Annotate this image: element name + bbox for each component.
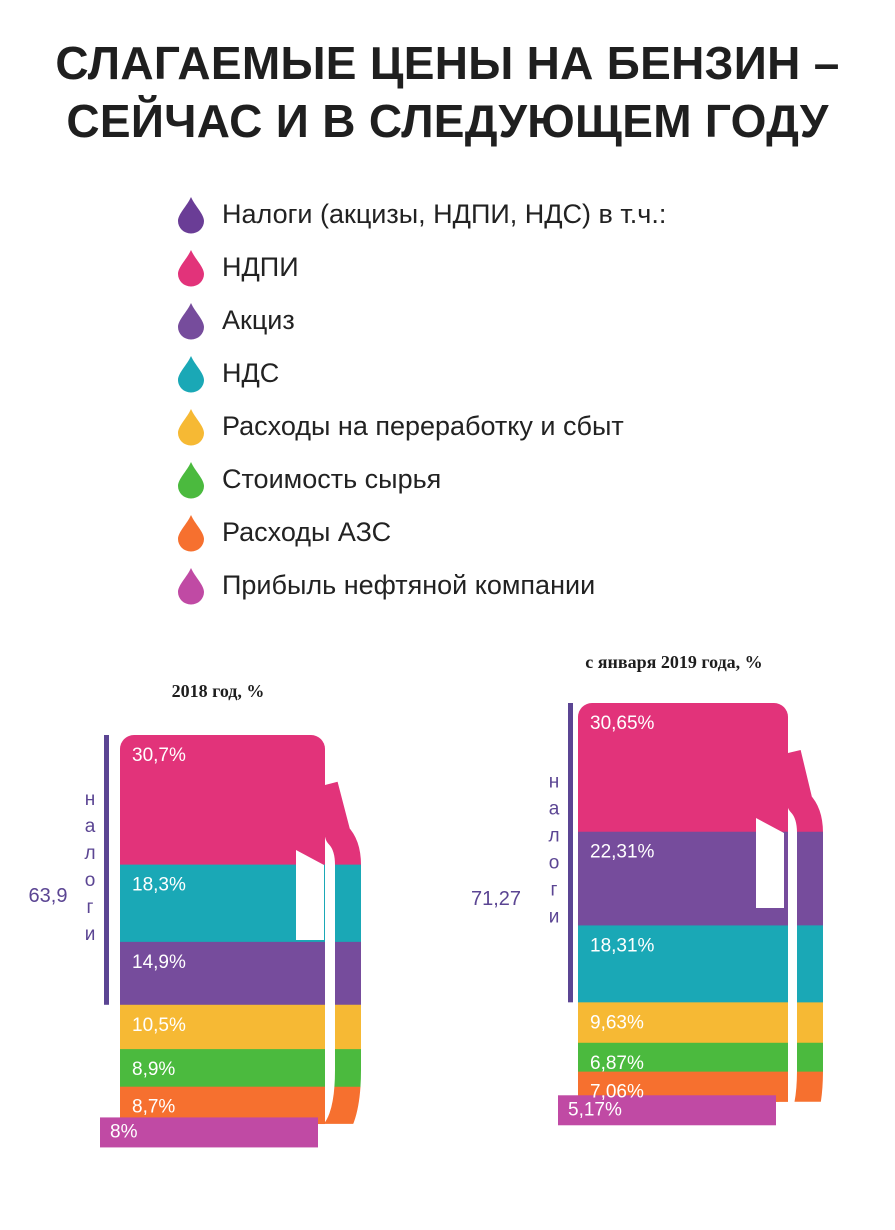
page-title: СЛАГАЕМЫЕ ЦЕНЫ НА БЕНЗИН – СЕЙЧАС И В СЛ… [0, 34, 895, 150]
pump-chart-2019: с января 2019 года, % 30,65% 22,31% 18,31% 9… [471, 652, 823, 1126]
drop-icon [178, 196, 204, 233]
bar-profit [558, 1095, 776, 1126]
bar-raw [578, 1042, 788, 1073]
taxes-bracket [104, 735, 109, 1005]
hose-band-station [290, 1086, 361, 1124]
bar-vat [578, 925, 788, 1003]
value-label-processing: 10,5% [132, 1015, 186, 1036]
nozzle-slot [296, 850, 324, 940]
page-title-line-1: СЛАГАЕМЫЕ ЦЕНЫ НА БЕНЗИН – [55, 37, 840, 89]
legend-item-processing: Расходы на переработку и сбыт [176, 400, 666, 453]
bar-processing [578, 1002, 788, 1044]
nozzle-slot [756, 818, 784, 908]
value-label-processing: 9,63% [590, 1012, 644, 1033]
legend-label: НДС [222, 358, 280, 388]
legend-label: Стоимость сырья [222, 464, 442, 494]
legend-item-profit: Прибыль нефтяной компании [176, 559, 666, 612]
bar-excise [120, 941, 325, 1006]
value-label-ndpi: 30,7% [132, 745, 186, 766]
drop-icon [178, 567, 204, 604]
chart-subtitle: 2018 год, % [172, 681, 265, 701]
pump-chart-2018: 2018 год, % 30,7% 18,3% 14,9% 10,5% 8,9% 8,7% 8… [29, 681, 361, 1148]
legend-label: Акциз [222, 305, 295, 335]
bar-processing [120, 1004, 325, 1050]
drop-icon [178, 249, 204, 286]
value-label-profit: 5,17% [568, 1099, 622, 1120]
value-label-station: 7,06% [590, 1082, 644, 1103]
taxes-bracket [568, 703, 573, 1003]
hose-band-ndpi [312, 781, 361, 866]
legend-label: НДПИ [222, 252, 299, 282]
bar-vat [120, 864, 325, 943]
drop-icon [178, 408, 204, 445]
value-label-raw: 6,87% [590, 1053, 644, 1074]
legend-item-excise: Акциз [176, 294, 666, 347]
drop-icon [178, 514, 204, 551]
legend-label: Расходы АЗС [222, 517, 392, 547]
legend-item-vat: НДС [176, 347, 666, 400]
bar-profit [100, 1117, 318, 1148]
legend-item-raw: Стоимость сырья [176, 453, 666, 506]
chart-subtitle: с января 2019 года, % [585, 652, 762, 672]
legend: Налоги (акцизы, НДПИ, НДС) в т.ч.: НДПИ Ак… [176, 188, 666, 612]
legend-label: Расходы на переработку и сбыт [222, 411, 624, 441]
legend-item-station: Расходы АЗС [176, 506, 666, 559]
legend-label: Прибыль нефтяной компании [222, 570, 596, 600]
value-label-ndpi: 30,65% [590, 713, 655, 734]
bar-raw [120, 1049, 325, 1088]
page-title-line-2: СЕЙЧАС И В СЛЕДУЮЩЕМ ГОДУ [66, 95, 829, 147]
value-label-profit: 8% [110, 1121, 138, 1142]
value-label-vat: 18,31% [590, 935, 655, 956]
drop-icon [178, 461, 204, 498]
bar-ndpi [120, 735, 325, 866]
bar-excise [578, 831, 788, 927]
hose-band-ndpi [775, 749, 823, 833]
legend-item-taxes: Налоги (акцизы, НДПИ, НДС) в т.ч.: [176, 188, 666, 241]
drop-icon [178, 302, 204, 339]
value-label-raw: 8,9% [132, 1059, 175, 1080]
value-label-station: 8,7% [132, 1097, 175, 1118]
taxes-total: 63,9 [29, 885, 68, 907]
value-label-excise: 14,9% [132, 952, 186, 973]
bar-ndpi [578, 703, 788, 833]
value-label-vat: 18,3% [132, 875, 186, 896]
legend-item-ndpi: НДПИ [176, 241, 666, 294]
taxes-total: 71,27 [471, 888, 521, 910]
drop-icon [178, 355, 204, 392]
value-label-excise: 22,31% [590, 842, 655, 863]
legend-label: Налоги (акцизы, НДПИ, НДС) в т.ч.: [222, 199, 667, 229]
